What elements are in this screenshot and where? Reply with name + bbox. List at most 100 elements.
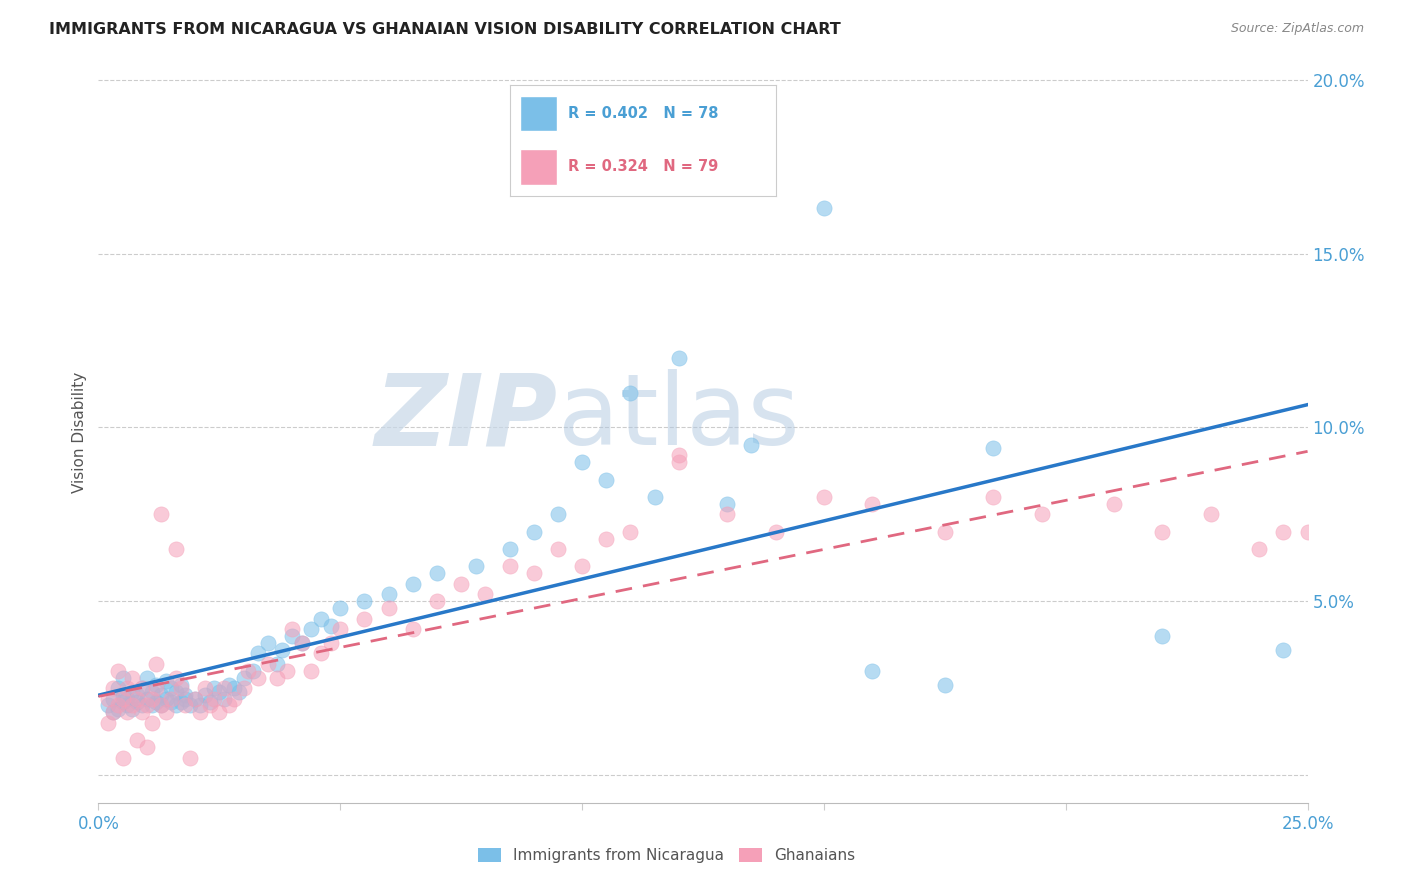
Point: [740, 438, 762, 452]
Point: [184, 691, 207, 706]
Point: [169, 695, 191, 709]
Point: [204, 681, 226, 695]
Point: [309, 646, 332, 660]
Point: [247, 646, 270, 660]
Point: [174, 691, 197, 706]
Point: [101, 691, 124, 706]
Point: [111, 750, 134, 764]
Point: [523, 524, 546, 539]
Point: [595, 532, 617, 546]
Point: [165, 542, 187, 557]
Point: [860, 497, 883, 511]
Point: [155, 674, 177, 689]
Point: [111, 695, 134, 709]
Point: [145, 678, 167, 692]
Point: [228, 684, 250, 698]
Point: [860, 664, 883, 678]
Text: atlas: atlas: [558, 369, 800, 467]
Point: [101, 681, 124, 695]
Point: [256, 636, 278, 650]
Point: [547, 508, 569, 522]
Text: ZIP: ZIP: [375, 369, 558, 467]
Point: [111, 691, 134, 706]
Point: [131, 706, 153, 720]
Point: [1152, 524, 1174, 539]
Point: [222, 691, 245, 706]
Point: [107, 702, 129, 716]
Point: [150, 688, 173, 702]
Point: [353, 594, 375, 608]
Point: [668, 455, 690, 469]
Point: [121, 702, 143, 716]
Point: [981, 490, 1004, 504]
Point: [571, 559, 593, 574]
Point: [135, 671, 157, 685]
Point: [619, 385, 641, 400]
Point: [256, 657, 278, 671]
Point: [271, 643, 294, 657]
Point: [155, 706, 177, 720]
Point: [595, 473, 617, 487]
Point: [319, 618, 342, 632]
Point: [107, 664, 129, 678]
Point: [571, 455, 593, 469]
Point: [179, 698, 201, 713]
Point: [402, 577, 425, 591]
Point: [165, 684, 187, 698]
Point: [135, 698, 157, 713]
Point: [174, 688, 197, 702]
Point: [934, 524, 956, 539]
Point: [117, 698, 139, 713]
Point: [1272, 524, 1295, 539]
Point: [208, 706, 231, 720]
Point: [169, 681, 191, 695]
Point: [450, 577, 472, 591]
Point: [101, 706, 124, 720]
Point: [127, 733, 149, 747]
Point: [523, 566, 546, 581]
Point: [281, 629, 304, 643]
Point: [127, 691, 149, 706]
Point: [290, 636, 312, 650]
Point: [111, 671, 134, 685]
Point: [131, 698, 153, 713]
Point: [117, 681, 139, 695]
Point: [145, 681, 167, 695]
Point: [141, 684, 163, 698]
Point: [290, 636, 312, 650]
Point: [165, 671, 187, 685]
Point: [981, 442, 1004, 456]
Point: [155, 691, 177, 706]
Point: [121, 684, 143, 698]
Point: [150, 698, 173, 713]
Point: [232, 681, 254, 695]
Point: [1031, 508, 1053, 522]
Point: [232, 671, 254, 685]
Point: [266, 671, 288, 685]
Point: [212, 681, 235, 695]
Point: [281, 622, 304, 636]
Point: [222, 681, 245, 695]
Point: [668, 448, 690, 462]
Point: [644, 490, 666, 504]
Point: [813, 202, 835, 216]
Point: [1152, 629, 1174, 643]
Point: [218, 698, 240, 713]
Point: [1102, 497, 1125, 511]
Point: [353, 611, 375, 625]
Point: [319, 636, 342, 650]
Point: [188, 698, 211, 713]
Point: [1249, 542, 1271, 557]
Point: [121, 698, 143, 713]
Point: [145, 695, 167, 709]
Point: [765, 524, 787, 539]
Point: [160, 681, 183, 695]
Point: [127, 688, 149, 702]
Point: [141, 691, 163, 706]
Point: [141, 715, 163, 730]
Point: [169, 678, 191, 692]
Point: [97, 698, 120, 713]
Point: [107, 681, 129, 695]
Point: [329, 622, 352, 636]
Point: [716, 508, 738, 522]
